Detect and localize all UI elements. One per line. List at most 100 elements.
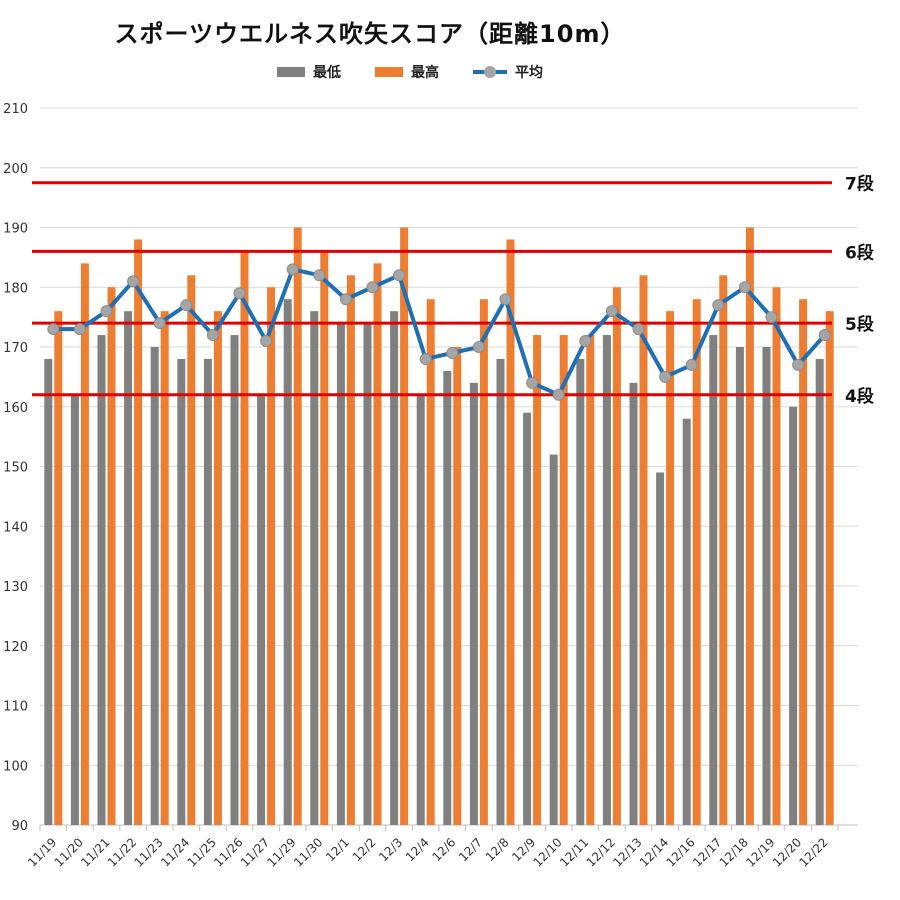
y-tick-label: 140	[3, 520, 28, 535]
bar-max	[400, 227, 409, 825]
x-tick-label: 12/2	[350, 835, 379, 864]
average-point	[339, 293, 352, 306]
bar-min	[762, 347, 771, 825]
average-point	[313, 269, 326, 282]
x-tick-label: 12/14	[637, 835, 671, 869]
bar-min	[656, 472, 665, 825]
y-tick-label: 130	[3, 580, 28, 595]
bar-max	[799, 299, 808, 825]
bar-min	[336, 323, 345, 825]
x-tick-label: 12/10	[530, 835, 564, 869]
bar-max	[825, 311, 834, 825]
average-point	[792, 358, 805, 371]
x-tick-label: 11/27	[238, 835, 272, 869]
bar-min	[602, 335, 611, 825]
y-tick-label: 160	[3, 401, 28, 416]
bar-max	[666, 311, 675, 825]
average-point	[73, 323, 86, 336]
x-tick-label: 12/20	[770, 835, 804, 869]
bar-max	[745, 227, 754, 825]
y-tick-label: 190	[3, 222, 28, 237]
y-tick-label: 170	[3, 341, 28, 356]
bar-max	[320, 251, 329, 825]
bar-min	[390, 311, 399, 825]
y-tick-label: 120	[3, 640, 28, 655]
average-point	[446, 346, 459, 359]
average-point	[472, 341, 485, 353]
average-point	[685, 358, 698, 371]
average-point	[738, 281, 751, 294]
average-point	[366, 281, 379, 294]
x-tick-label: 12/19	[743, 835, 777, 869]
reference-line-label: 5段	[845, 314, 874, 335]
average-point	[765, 311, 778, 324]
bar-min	[682, 418, 691, 825]
y-tick-label: 210	[3, 102, 28, 117]
average-point	[127, 275, 140, 288]
x-tick-label: 12/8	[483, 835, 512, 864]
bar-min	[257, 394, 266, 825]
bar-min	[150, 347, 159, 825]
bar-max	[453, 347, 462, 825]
bar-min	[523, 412, 532, 825]
x-tick-label: 12/3	[376, 835, 405, 864]
x-tick-label: 12/13	[610, 835, 644, 869]
bar-min	[283, 299, 292, 825]
bar-max	[719, 275, 728, 825]
x-tick-label: 11/23	[131, 835, 165, 869]
bar-max	[187, 275, 196, 825]
legend-swatch-avg	[473, 65, 507, 79]
bar-min	[177, 358, 186, 825]
average-point	[47, 323, 60, 336]
x-tick-label: 11/30	[291, 835, 325, 869]
average-point	[153, 317, 166, 330]
x-tick-label: 11/19	[25, 835, 59, 869]
average-point	[552, 388, 565, 401]
x-tick-label: 12/6	[429, 835, 458, 864]
bar-max	[426, 299, 435, 825]
y-tick-label: 100	[3, 759, 28, 774]
bar-min	[230, 335, 239, 825]
average-point	[100, 305, 113, 318]
bar-min	[709, 335, 718, 825]
bar-max	[692, 299, 701, 825]
average-point	[286, 263, 299, 276]
bar-min	[576, 358, 585, 825]
x-tick-label: 12/4	[403, 835, 432, 864]
y-tick-label: 200	[3, 162, 28, 177]
bar-max	[134, 239, 143, 825]
bar-max	[346, 275, 355, 825]
legend: 最低 最高 平均	[0, 62, 900, 82]
legend-item-min: 最低	[277, 62, 341, 82]
x-tick-label: 12/16	[663, 835, 697, 869]
x-tick-label: 11/22	[105, 835, 139, 869]
bar-min	[97, 335, 106, 825]
x-tick-label: 11/21	[78, 835, 112, 869]
average-point	[659, 370, 672, 383]
bar-max	[107, 287, 116, 825]
average-point	[206, 329, 219, 342]
x-tick-label: 12/11	[557, 835, 591, 869]
bar-min	[735, 347, 744, 825]
x-tick-label: 11/24	[158, 835, 192, 869]
bar-min	[629, 382, 638, 825]
reference-line-label: 4段	[845, 386, 874, 407]
bar-min	[124, 311, 133, 825]
bar-max	[772, 287, 781, 825]
average-point	[393, 269, 406, 282]
bar-min	[496, 358, 505, 825]
bar-max	[80, 263, 89, 826]
bar-max	[54, 311, 63, 825]
bar-min	[44, 358, 53, 825]
x-tick-label: 11/20	[52, 835, 86, 869]
chart-title: スポーツウエルネス吹矢スコア（距離10m）	[114, 20, 626, 48]
bar-max	[267, 287, 276, 825]
bar-max	[506, 239, 515, 825]
bar-min	[310, 311, 319, 825]
bar-max	[586, 335, 595, 825]
x-tick-label: 11/26	[211, 835, 245, 869]
bar-min	[443, 370, 452, 825]
y-tick-label: 90	[11, 819, 28, 834]
legend-label-min: 最低	[313, 65, 341, 81]
